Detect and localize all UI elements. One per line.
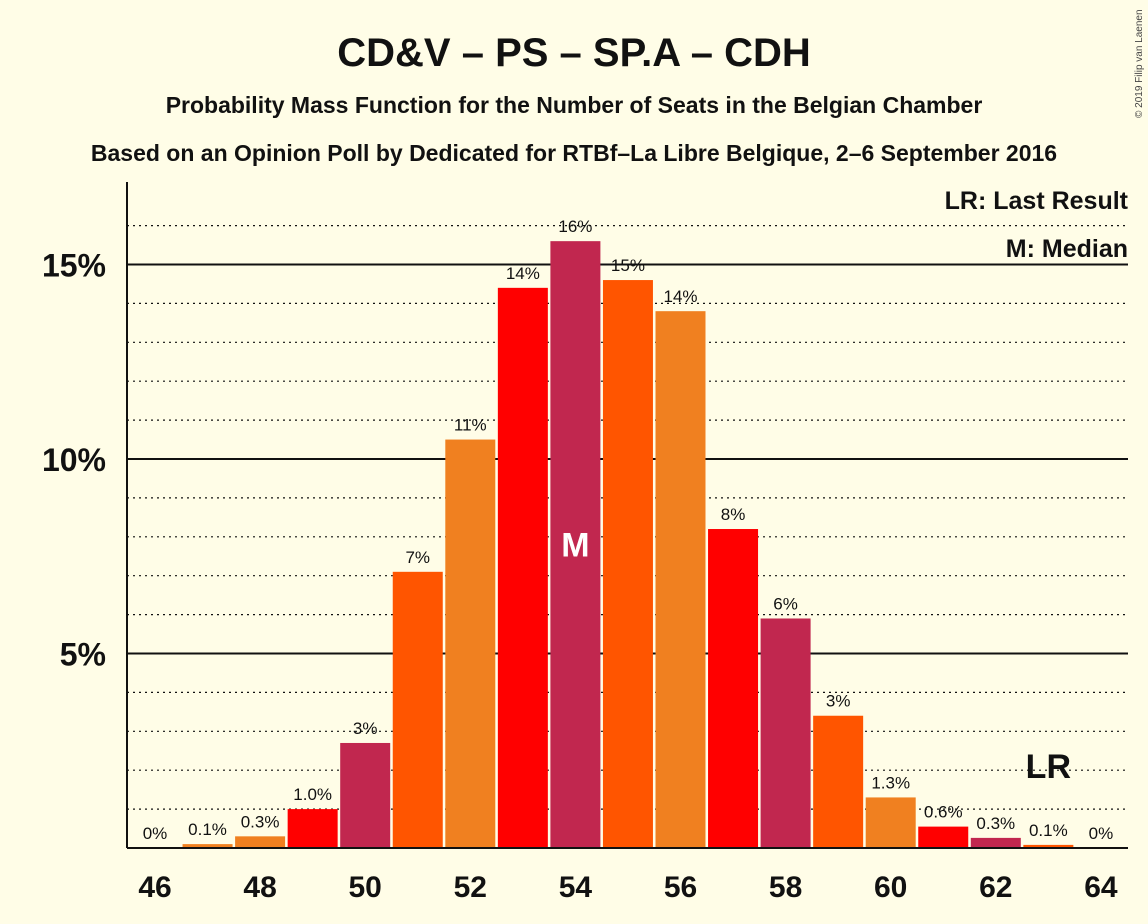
median-marker: M [561, 527, 589, 565]
bar-60 [865, 797, 916, 848]
data-label-59: 3% [826, 692, 851, 711]
bar-55 [602, 280, 653, 848]
data-label-53: 14% [506, 264, 540, 283]
data-label-62: 0.3% [976, 814, 1015, 833]
data-label-52: 11% [454, 416, 487, 435]
x-tick-label: 58 [769, 871, 802, 904]
copyright: © 2019 Filip van Laenen [1134, 9, 1145, 118]
x-tick-label: 50 [349, 871, 382, 904]
data-label-50: 3% [353, 719, 378, 738]
bar-59 [813, 715, 864, 848]
bar-61 [918, 826, 969, 848]
x-tick-label: 62 [979, 871, 1012, 904]
data-label-64: 0% [1089, 824, 1114, 843]
x-axis-ticks: 46 48 50 52 54 56 58 60 62 64 [138, 871, 1118, 904]
legend-last-result: LR: Last Result [945, 187, 1129, 215]
chart-subtitle: Probability Mass Function for the Number… [166, 92, 983, 118]
bar-56 [655, 311, 706, 848]
y-tick-label: 5% [60, 637, 106, 673]
data-label-47: 0.1% [188, 820, 227, 839]
bar-53 [497, 287, 548, 849]
data-label-60: 1.3% [871, 773, 910, 792]
data-label-63: 0.1% [1029, 821, 1068, 840]
bar-47 [182, 844, 233, 848]
x-tick-label: 64 [1084, 871, 1118, 904]
data-label-51: 7% [405, 548, 430, 567]
data-label-58: 6% [773, 594, 798, 613]
data-label-49: 1.0% [293, 785, 332, 804]
y-tick-label: 15% [42, 248, 106, 284]
chart-title: CD&V – PS – SP.A – CDH [337, 31, 811, 75]
legend-median: M: Median [1006, 235, 1128, 263]
x-tick-label: 56 [664, 871, 697, 904]
data-label-56: 14% [663, 287, 697, 306]
chart-source: Based on an Opinion Poll by Dedicated fo… [91, 140, 1057, 166]
data-label-46: 0% [143, 824, 168, 843]
last-result-marker: LR [1026, 748, 1071, 786]
x-tick-label: 48 [243, 871, 276, 904]
bar-62 [970, 837, 1021, 848]
data-label-61: 0.6% [924, 803, 963, 822]
x-tick-label: 46 [138, 871, 171, 904]
data-label-48: 0.3% [241, 812, 280, 831]
x-tick-label: 54 [559, 871, 593, 904]
x-tick-label: 60 [874, 871, 907, 904]
bar-51 [392, 571, 443, 848]
y-tick-label: 10% [42, 442, 106, 478]
bar-58 [760, 618, 811, 848]
data-label-57: 8% [721, 505, 746, 524]
bar-49 [287, 809, 338, 848]
data-labels: 0% 0.1% 0.3% 1.0% 3% 7% 11% 14% 16% 15% 14% 8% 6% 3% 1… [143, 217, 1113, 843]
grid [127, 225, 1128, 810]
data-label-55: 15% [611, 256, 645, 275]
bar-63 [1023, 844, 1074, 848]
bars [182, 241, 1074, 849]
y-axis-ticks: 5% 10% 15% [42, 248, 106, 673]
data-label-54: 16% [558, 217, 592, 236]
bar-54 [550, 241, 601, 848]
bar-57 [708, 529, 759, 848]
x-tick-label: 52 [454, 871, 487, 904]
bar-50 [340, 742, 391, 848]
bar-48 [235, 836, 286, 848]
bar-52 [445, 439, 496, 848]
